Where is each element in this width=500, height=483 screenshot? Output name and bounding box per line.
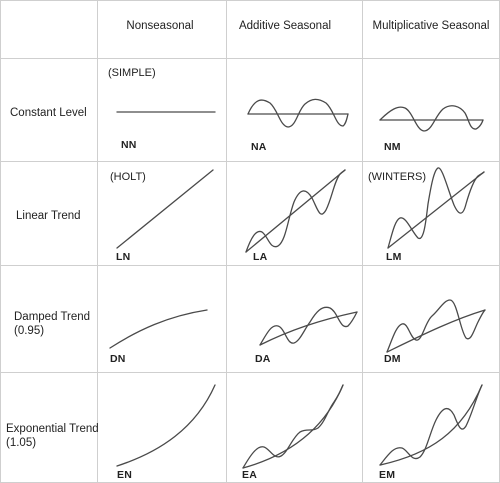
- cell-na-diagram: [247, 98, 349, 128]
- alias-holt: (HOLT): [110, 171, 146, 183]
- dm-seasonal-wave: [386, 299, 486, 353]
- cell-ea-diagram: [242, 384, 344, 469]
- row-header-damped-trend: Damped Trend (0.95): [14, 311, 91, 337]
- lm-trend-line: [387, 171, 485, 249]
- model-code-dn: DN: [110, 353, 126, 365]
- cell-la-diagram: [245, 169, 346, 253]
- la-seasonal-wave: [245, 169, 346, 253]
- model-code-dm: DM: [384, 353, 401, 365]
- na-seasonal-wave: [247, 98, 349, 128]
- row-header-linear-trend: Linear Trend: [16, 210, 81, 222]
- column-header-additive-seasonal: Additive Seasonal: [238, 20, 332, 32]
- cell-em-diagram: [379, 384, 483, 466]
- ln-trend-line: [116, 169, 214, 249]
- da-seasonal-wave: [259, 306, 358, 346]
- cell-lm-diagram: [387, 167, 485, 249]
- em-seasonal-wave: [379, 384, 483, 466]
- lm-seasonal-wave: [387, 167, 485, 249]
- dm-damped-curve: [386, 309, 486, 353]
- row-header-exponential-trend: Exponential Trend (1.05): [6, 423, 99, 449]
- alias-simple: (SIMPLE): [108, 67, 156, 79]
- model-code-em: EM: [379, 469, 396, 481]
- model-code-na: NA: [251, 141, 267, 153]
- model-code-nm: NM: [384, 141, 401, 153]
- model-code-en: EN: [117, 469, 132, 481]
- model-code-ln: LN: [116, 251, 131, 263]
- dn-damped-curve: [109, 309, 208, 349]
- en-exponential-curve: [116, 384, 216, 467]
- model-code-la: LA: [253, 251, 268, 263]
- cell-nm-diagram: [379, 105, 484, 132]
- cell-dm-diagram: [386, 299, 486, 353]
- alias-winters: (WINTERS): [368, 171, 427, 183]
- model-code-da: DA: [255, 353, 271, 365]
- em-exponential-curve: [379, 384, 483, 466]
- column-header-nonseasonal: Nonseasonal: [126, 20, 194, 32]
- row-header-constant-level: Constant Level: [10, 107, 87, 119]
- cell-en-diagram: [116, 384, 216, 467]
- nm-seasonal-wave: [379, 105, 484, 132]
- model-code-ea: EA: [242, 469, 257, 481]
- model-code-lm: LM: [386, 251, 402, 263]
- cell-ln-diagram: [116, 169, 214, 249]
- la-trend-line: [245, 169, 346, 253]
- da-damped-curve: [259, 311, 358, 346]
- cell-dn-diagram: [109, 309, 208, 349]
- ea-seasonal-wave: [242, 384, 344, 469]
- model-code-nn: NN: [121, 139, 137, 151]
- cell-da-diagram: [259, 306, 358, 346]
- column-header-multiplicative-seasonal: Multiplicative Seasonal: [372, 20, 490, 32]
- ea-exponential-curve: [242, 384, 344, 469]
